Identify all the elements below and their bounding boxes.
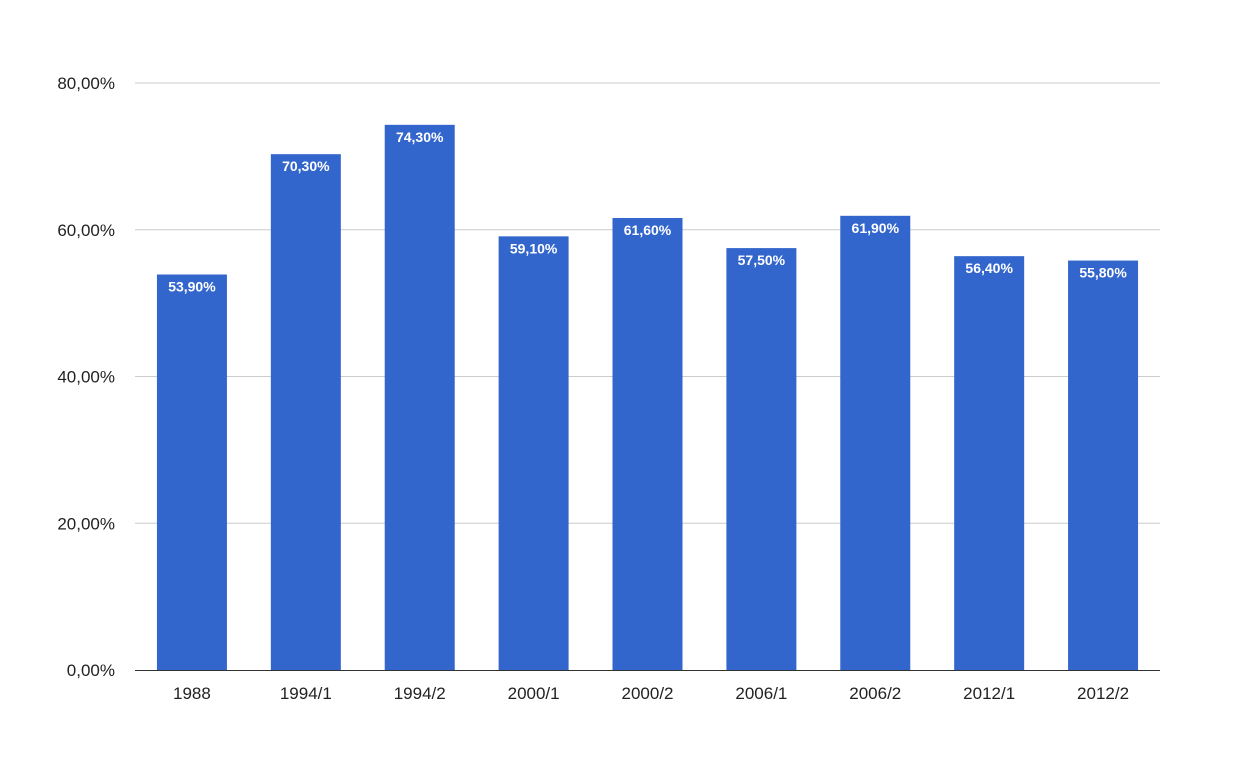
data-label: 74,30% (396, 129, 444, 145)
x-tick-label: 1994/1 (280, 684, 332, 703)
y-tick-label: 20,00% (57, 514, 115, 533)
y-tick-label: 40,00% (57, 368, 115, 387)
x-tick-label: 2012/2 (1077, 684, 1129, 703)
data-label: 57,50% (738, 252, 786, 268)
x-tick-label: 2006/2 (849, 684, 901, 703)
data-label: 61,60% (624, 222, 672, 238)
data-label: 55,80% (1079, 265, 1127, 281)
data-label: 61,90% (852, 220, 900, 236)
x-tick-label: 2012/1 (963, 684, 1015, 703)
data-label: 56,40% (965, 260, 1013, 276)
y-tick-label: 0,00% (67, 661, 115, 680)
bar (612, 218, 683, 670)
bar (156, 274, 227, 670)
y-tick-label: 60,00% (57, 221, 115, 240)
data-label: 53,90% (168, 279, 216, 295)
x-tick-label: 1994/2 (394, 684, 446, 703)
bar (954, 256, 1025, 670)
bar (498, 236, 569, 670)
data-label: 59,10% (510, 240, 558, 256)
x-tick-label: 2006/1 (735, 684, 787, 703)
bar (726, 248, 797, 670)
x-tick-label: 2000/1 (508, 684, 560, 703)
bar (270, 154, 341, 670)
bar (384, 124, 455, 671)
bar (840, 215, 911, 670)
x-tick-label: 1988 (173, 684, 211, 703)
x-tick-label: 2000/2 (622, 684, 674, 703)
data-label: 70,30% (282, 158, 330, 174)
y-tick-label: 80,00% (57, 74, 115, 93)
bar (1068, 260, 1139, 670)
